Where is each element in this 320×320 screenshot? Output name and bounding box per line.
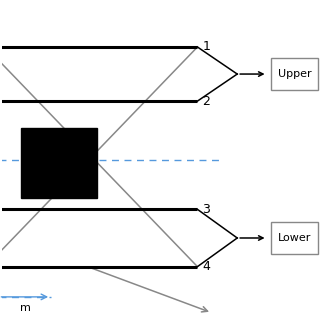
Text: 1: 1 [202, 41, 210, 53]
Text: m: m [20, 303, 31, 313]
Bar [271, 222, 318, 254]
Bar [21, 128, 97, 198]
Text: 2: 2 [202, 95, 210, 108]
Bar [271, 58, 318, 90]
Text: 4: 4 [202, 260, 210, 273]
Text: Lower: Lower [278, 233, 311, 243]
Text: 3: 3 [202, 203, 210, 216]
Text: Upper: Upper [278, 69, 311, 79]
